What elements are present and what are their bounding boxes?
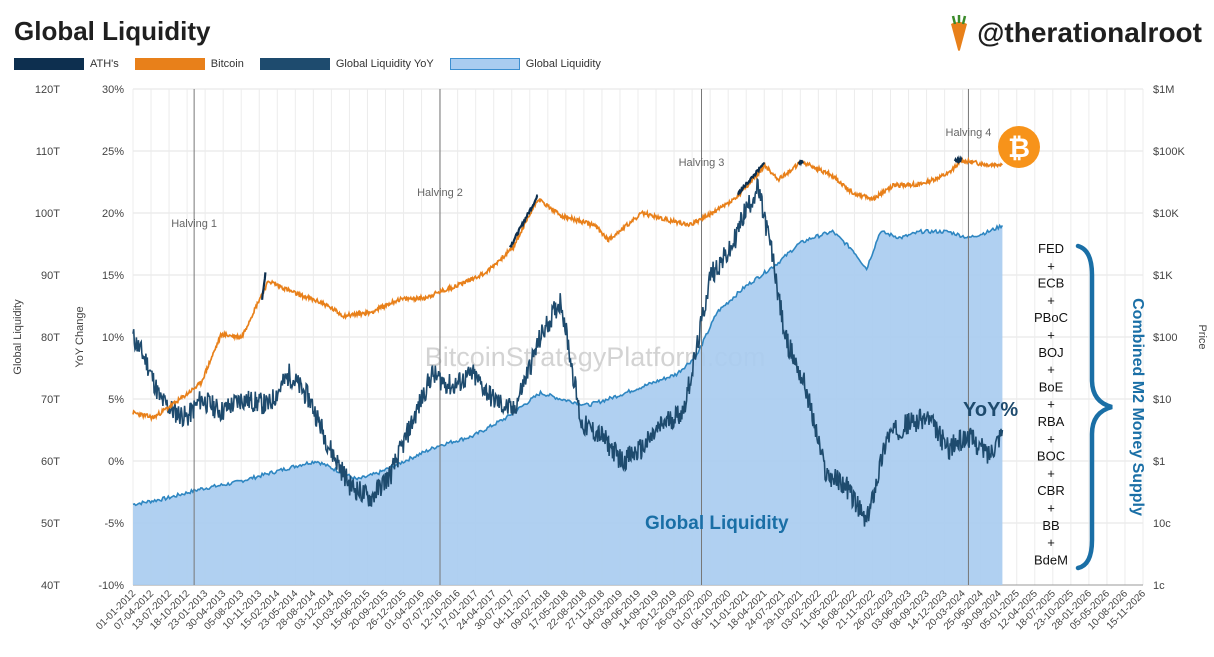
author-handle: @therationalroot: [977, 17, 1202, 48]
y-mid-axis-label: YoY Change: [74, 306, 86, 367]
y-right-tick-label: $10: [1153, 394, 1171, 406]
central-bank-label: PBoC: [1034, 310, 1068, 325]
central-bank-label: +: [1047, 293, 1055, 308]
y-left-tick-label: 120T: [35, 84, 60, 96]
yoy-layer: [132, 177, 1004, 527]
y-left-tick-label: 60T: [41, 456, 60, 468]
halving-label: Halving 1: [171, 218, 217, 230]
central-bank-label: RBA: [1038, 414, 1065, 429]
central-bank-label: BoE: [1039, 379, 1064, 394]
bitcoin-series-line: [132, 156, 1003, 423]
legend-label: Global Liquidity YoY: [335, 58, 434, 70]
legend-swatch-gl: [449, 58, 520, 70]
central-bank-label: BdeM: [1034, 552, 1068, 567]
legend-item-gl-yoy: Global Liquidity YoY: [259, 58, 434, 70]
y-right-tick-label: 1c: [1153, 580, 1165, 592]
y-left-tick-label: 100T: [35, 208, 60, 220]
carrot-icon: [951, 15, 968, 51]
central-bank-label: +: [1047, 466, 1055, 481]
ath-segment: [261, 272, 267, 300]
central-bank-label: BOJ: [1038, 345, 1063, 360]
legend: ATH's Bitcoin Global Liquidity YoY Globa…: [14, 58, 617, 70]
ath-segment: [797, 159, 805, 167]
y-mid-tick-label: 15%: [102, 270, 124, 282]
y-mid-tick-label: 10%: [102, 332, 124, 344]
legend-label: Bitcoin: [210, 58, 244, 70]
y-left-axis-label: Global Liquidity: [12, 299, 24, 375]
central-bank-label: +: [1047, 328, 1055, 343]
halving-label: Halving 4: [946, 127, 992, 139]
m2-annotation: Combined M2 Money Supply: [1129, 298, 1146, 516]
y-left-tick-label: 50T: [41, 518, 60, 530]
y-right-tick-label: $10K: [1153, 208, 1179, 220]
halving-layer: Halving 1 Halving 2 Halving 3 Halving 4: [171, 89, 991, 585]
central-bank-label: +: [1047, 501, 1055, 516]
y-mid-tick-label: 25%: [102, 146, 124, 158]
gl-annotation: Global Liquidity: [645, 513, 789, 534]
y-right-tick-label: $100K: [1153, 146, 1185, 158]
y-right-tick-label: $1M: [1153, 84, 1174, 96]
legend-swatch-aths: [14, 58, 84, 70]
central-bank-label: +: [1047, 397, 1055, 412]
y-left-tick-label: 80T: [41, 332, 60, 344]
legend-item-bitcoin: Bitcoin: [134, 58, 244, 70]
central-bank-label: BOC: [1037, 449, 1065, 464]
curly-brace: [1075, 243, 1113, 571]
ath-segment: [953, 154, 963, 165]
legend-label: Global Liquidity: [525, 58, 601, 70]
y-mid-tick-label: -5%: [104, 518, 124, 530]
y-left-tick-label: 70T: [41, 394, 60, 406]
y-right-tick-label: 10c: [1153, 518, 1171, 530]
bitcoin-logo: ₿: [998, 126, 1040, 168]
central-banks-list: FED + ECB + PBoC + BOJ + BoE + RBA + BOC + CBR + BB + BdeM: [1034, 241, 1068, 567]
brand: @therationalroot: [947, 14, 1202, 52]
y-mid-tick-label: -10%: [98, 580, 124, 592]
central-bank-label: BB: [1042, 518, 1059, 533]
y-left-tick-label: 110T: [36, 146, 61, 158]
central-bank-label: +: [1047, 535, 1055, 550]
legend-item-aths: ATH's: [14, 58, 119, 70]
y-right-tick-label: $1K: [1153, 270, 1173, 282]
central-bank-label: FED: [1038, 241, 1064, 256]
y-mid-tick-label: 5%: [108, 394, 124, 406]
svg-text:₿: ₿: [1008, 133, 1030, 163]
legend-swatch-bitcoin: [134, 58, 205, 70]
ath-segment: [737, 161, 766, 196]
central-bank-label: +: [1047, 362, 1055, 377]
y-left-tick-label: 40T: [41, 580, 60, 592]
y-right-axis-label: Price: [1196, 324, 1208, 349]
y-right-tick-label: $100: [1153, 332, 1177, 344]
halving-label: Halving 2: [417, 187, 463, 199]
yoy-series-line: [132, 177, 1004, 527]
y-left-tick-label: 90T: [41, 270, 60, 282]
legend-swatch-gl-yoy: [259, 58, 330, 70]
gl-area-line: [132, 223, 1004, 507]
ath-layer: [261, 154, 963, 300]
central-bank-label: ECB: [1038, 276, 1065, 291]
central-bank-label: +: [1047, 431, 1055, 446]
y-mid-tick-label: 30%: [102, 84, 124, 96]
legend-item-gl: Global Liquidity: [449, 58, 601, 70]
central-bank-label: CBR: [1037, 483, 1064, 498]
ath-segment: [509, 194, 539, 248]
y-right-tick-label: $1: [1153, 456, 1165, 468]
halving-label: Halving 3: [679, 157, 725, 169]
central-bank-label: +: [1047, 258, 1055, 273]
page-title: Global Liquidity: [14, 16, 211, 46]
legend-label: ATH's: [90, 58, 119, 70]
y-mid-tick-label: 0%: [108, 456, 124, 468]
yoy-annotation: YoY%: [963, 399, 1018, 421]
bitcoin-layer: [132, 156, 1003, 423]
y-mid-tick-label: 20%: [102, 208, 124, 220]
